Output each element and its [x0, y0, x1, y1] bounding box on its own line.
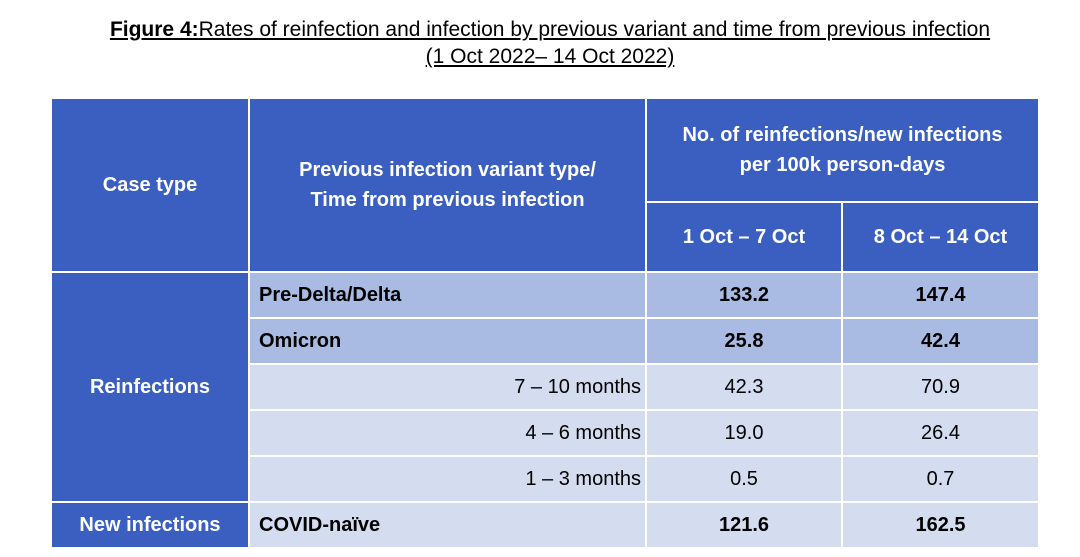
row-week2-value: 0.7 — [841, 455, 1040, 503]
row-week1-value: 42.3 — [645, 363, 843, 411]
header-rate-line2: per 100k person-days — [739, 154, 946, 176]
header-variant: Previous infection variant type/ Time fr… — [248, 97, 647, 273]
row-week2-value: 147.4 — [841, 271, 1040, 319]
table-row: 1 – 3 months 0.5 0.7 — [51, 455, 1040, 503]
table-row: Omicron 25.8 42.4 — [51, 317, 1040, 365]
group-new-infections: New infections — [50, 501, 250, 549]
table-row: New infections COVID-naïve 121.6 162.5 — [50, 501, 1040, 549]
row-week2-value: 162.5 — [841, 501, 1040, 549]
row-label: Pre-Delta/Delta — [248, 271, 647, 319]
header-case-type: Case type — [50, 97, 250, 273]
header-variant-line1: Previous infection variant type/ — [299, 159, 596, 181]
row-week1-value: 133.2 — [645, 271, 843, 319]
table-row: Reinfections Pre-Delta/Delta 133.2 147.4 — [50, 271, 1040, 503]
row-week1-value: 25.8 — [645, 317, 843, 365]
row-label: 1 – 3 months — [248, 455, 647, 503]
row-week2-value: 42.4 — [841, 317, 1040, 365]
table-row: 7 – 10 months 42.3 70.9 — [51, 363, 1040, 411]
figure-period: (1 Oct 2022– 14 Oct 2022) — [425, 45, 675, 68]
reinfection-rates-table: Case type Previous infection variant typ… — [50, 97, 1040, 549]
header-rate: No. of reinfections/new infections per 1… — [645, 97, 1040, 203]
header-week2: 8 Oct – 14 Oct — [841, 201, 1040, 273]
row-week1-value: 0.5 — [645, 455, 843, 503]
row-label: 4 – 6 months — [248, 409, 647, 457]
row-label: COVID-naïve — [248, 501, 647, 549]
header-variant-line2: Time from previous infection — [310, 189, 585, 211]
row-week1-value: 121.6 — [645, 501, 843, 549]
group-reinfections: Reinfections — [50, 271, 250, 503]
row-label: Omicron — [248, 317, 647, 365]
row-week2-value: 70.9 — [841, 363, 1040, 411]
figure-title-text: Rates of reinfection and infection by pr… — [198, 18, 991, 41]
figure-title: Figure 4:Rates of reinfection and infect… — [40, 16, 1060, 70]
row-week2-value: 26.4 — [841, 409, 1040, 457]
row-week1-value: 19.0 — [645, 409, 843, 457]
header-week1: 1 Oct – 7 Oct — [645, 201, 843, 273]
figure-label: Figure 4: — [109, 18, 199, 41]
table-row: 4 – 6 months 19.0 26.4 — [51, 409, 1040, 457]
header-rate-line1: No. of reinfections/new infections — [682, 124, 1003, 146]
row-label: 7 – 10 months — [248, 363, 647, 411]
